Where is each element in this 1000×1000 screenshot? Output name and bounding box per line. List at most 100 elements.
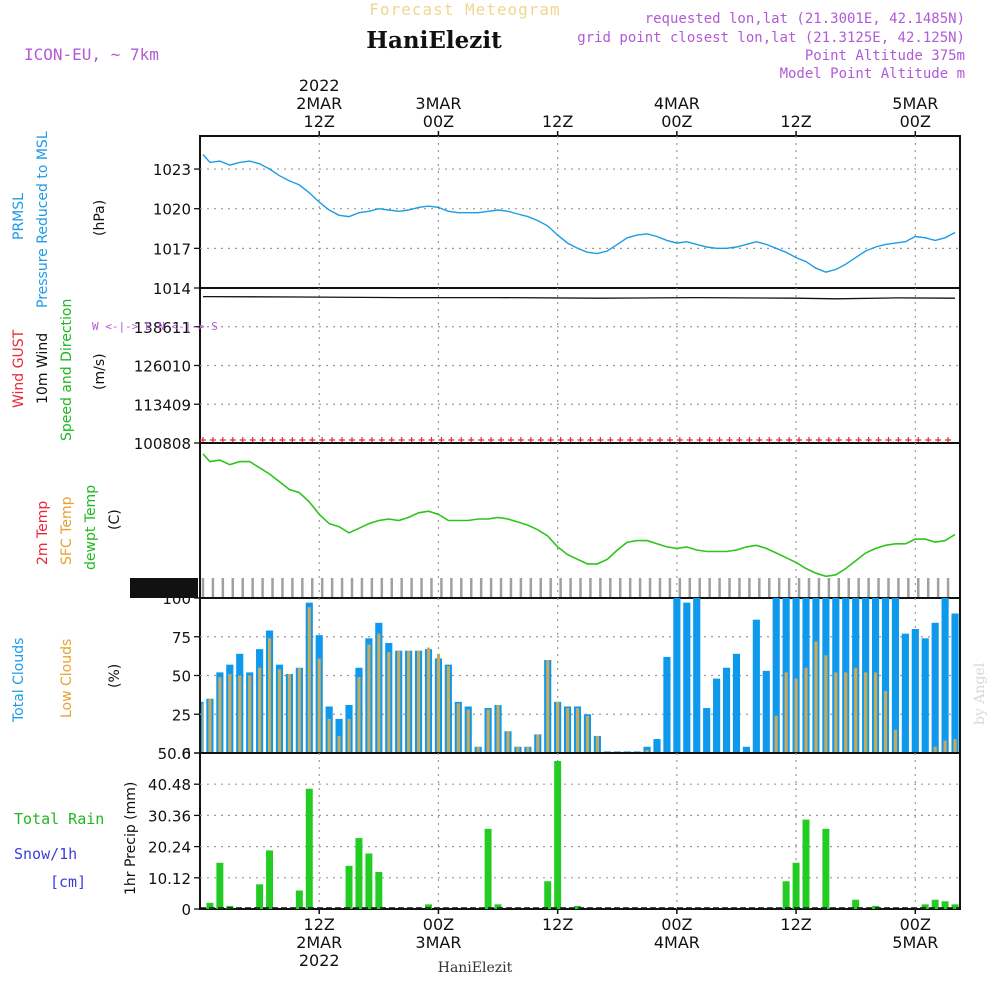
y-tick-label: 100808 xyxy=(134,435,191,453)
temperature-series xyxy=(202,453,956,578)
precipitation-y-ticks: 0 10.12 20.24 30.36 40.48 50.6 xyxy=(148,745,200,919)
total-cloud-bar xyxy=(693,598,701,753)
low-cloud-bar xyxy=(804,667,808,753)
low-cloud-bar xyxy=(357,677,361,753)
clouds-panel: 0 25 50 75 100 Total Clouds Low Clouds (%) xyxy=(11,590,961,763)
low-cloud-bar xyxy=(426,647,431,753)
total-cloud-bar xyxy=(713,678,721,753)
low-cloud-bar xyxy=(466,709,470,753)
precipitation-unit: 1hr Precip (mm) xyxy=(123,782,139,895)
low-cloud-bar xyxy=(377,633,381,753)
precipitation-series xyxy=(200,761,960,909)
total-cloud-bar xyxy=(762,670,770,753)
y-tick-label: 0 xyxy=(181,901,191,919)
precipitation-bar xyxy=(544,881,552,909)
clouds-label-low: Low Clouds xyxy=(59,639,75,718)
pressure-label-description: Pressure Reduced to MSL xyxy=(35,131,51,308)
pressure-line xyxy=(202,154,956,273)
low-cloud-bar xyxy=(566,708,570,753)
overlapping-labels xyxy=(130,578,198,598)
temperature-panel: 2m Temp SFC Temp dewpt Temp (C) xyxy=(35,442,961,599)
faded-title: Forecast Meteogram xyxy=(369,0,560,19)
model-point-altitude: Model Point Altitude m xyxy=(780,66,965,82)
precipitation-bar xyxy=(554,761,562,909)
total-cloud-bar xyxy=(921,638,929,753)
total-cloud-bar xyxy=(742,746,750,753)
low-cloud-bar xyxy=(943,740,947,753)
wind-speed-line xyxy=(202,295,956,300)
time-axis-label: 2022 xyxy=(299,951,340,970)
precipitation-bar xyxy=(822,828,830,909)
pressure-panel: 1014 1017 1020 1023 PRMSL Pressure Reduced … xyxy=(11,131,961,308)
precipitation-bar xyxy=(375,872,383,909)
low-cloud-bar xyxy=(844,672,848,753)
low-cloud-bar xyxy=(486,709,490,753)
low-cloud-bar xyxy=(953,739,957,753)
low-cloud-bar xyxy=(238,675,242,753)
total-cloud-bar xyxy=(703,708,711,753)
total-cloud-bar xyxy=(881,598,890,753)
pressure-label-prmsl: PRMSL xyxy=(11,193,27,240)
low-cloud-bar xyxy=(201,703,203,753)
time-axis-label: 4MAR xyxy=(654,94,700,113)
station-title: HaniElezit xyxy=(366,27,502,54)
low-cloud-bar xyxy=(824,655,828,753)
total-cloud-bar xyxy=(901,633,909,753)
time-axis-label: 00Z xyxy=(661,915,692,934)
low-cloud-bar xyxy=(347,718,351,753)
low-cloud-bar xyxy=(297,667,301,753)
time-axis-label: 12Z xyxy=(780,915,811,934)
low-cloud-bar xyxy=(774,715,778,753)
time-axis-label: 2022 xyxy=(299,76,340,95)
low-cloud-bar xyxy=(575,708,580,753)
wind-compass: W <-|-> E N <-|-> S xyxy=(92,320,218,333)
low-cloud-bar xyxy=(208,698,212,753)
y-tick-label: 1020 xyxy=(153,201,191,219)
precipitation-bar xyxy=(782,881,790,909)
time-axis-label: 00Z xyxy=(900,112,931,131)
low-cloud-bar xyxy=(526,746,530,753)
requested-coordinates: requested lon,lat (21.3001E, 42.1485N) xyxy=(645,11,965,27)
time-axis-label: 2MAR xyxy=(296,94,342,113)
low-cloud-bar xyxy=(317,658,321,753)
time-axis-label: 00Z xyxy=(423,915,454,934)
precipitation-bar xyxy=(802,819,810,909)
closest-coordinates: grid point closest lon,lat (21.3125E, 42… xyxy=(577,30,965,46)
low-cloud-bar xyxy=(367,644,371,753)
y-tick-label: 40.48 xyxy=(148,776,191,794)
low-cloud-bar xyxy=(864,672,868,753)
low-cloud-bar xyxy=(287,673,291,753)
low-cloud-bar xyxy=(456,703,460,753)
total-cloud-bar xyxy=(941,598,949,753)
low-cloud-bar xyxy=(397,650,401,753)
time-axis-label: 12Z xyxy=(304,915,335,934)
low-cloud-bar xyxy=(595,735,599,753)
low-cloud-bar xyxy=(446,666,450,753)
clouds-series xyxy=(201,598,959,753)
wind-unit: (m/s) xyxy=(92,353,108,390)
point-altitude: Point Altitude 375m xyxy=(805,48,965,64)
total-cloud-bar xyxy=(752,619,760,753)
low-cloud-bar xyxy=(337,735,341,753)
total-cloud-bar xyxy=(683,602,691,753)
y-tick-label: 20.24 xyxy=(148,839,191,857)
low-cloud-bar xyxy=(933,746,937,753)
total-cloud-bar xyxy=(663,656,671,753)
time-axis-label: 12Z xyxy=(542,915,573,934)
low-cloud-bar xyxy=(536,734,540,753)
pressure-y-ticks: 1014 1017 1020 1023 xyxy=(153,161,200,298)
time-axis-label: 5MAR xyxy=(892,94,938,113)
time-axis-label: 12Z xyxy=(304,112,335,131)
wind-series xyxy=(199,295,956,443)
total-cloud-bar xyxy=(951,613,959,753)
precipitation-bar xyxy=(355,838,363,909)
time-axis-label: 00Z xyxy=(900,915,931,934)
precipitation-bar xyxy=(931,899,939,909)
low-cloud-bar xyxy=(476,746,480,753)
low-cloud-bar xyxy=(546,660,550,753)
temperature-tick-marks xyxy=(130,578,950,598)
low-cloud-bar xyxy=(228,673,232,753)
